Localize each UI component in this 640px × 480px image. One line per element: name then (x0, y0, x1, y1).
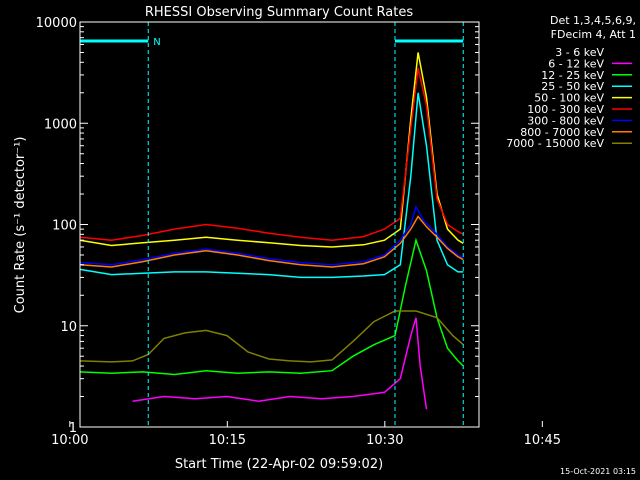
x-tick-label-0: 10:00 (51, 433, 88, 448)
legend-label-1: 6 - 12 keV (548, 57, 604, 70)
legend: Det 1,3,4,5,6,9, FDecim 4, Att 1 3 - 6 k… (506, 14, 636, 150)
legend-header-line-1: Det 1,3,4,5,6,9, (550, 14, 636, 27)
y-tick-label-3: 1000 (44, 117, 77, 132)
x-axis-label: Start Time (22-Apr-02 09:59:02) (175, 457, 383, 472)
x-tick-label-2: 10:30 (366, 433, 403, 448)
series-line-1 (132, 317, 428, 410)
chart-title: RHESSI Observing Summary Count Rates (145, 5, 414, 20)
legend-label-7: 800 - 7000 keV (520, 126, 604, 139)
x-tick-label-3: 10:45 (524, 433, 561, 448)
series-line-5 (79, 68, 464, 241)
footer-timestamp: 15-Oct-2021 03:15 (560, 467, 636, 476)
y-tick-label-1: 10 (60, 320, 77, 335)
plot-frame (79, 21, 480, 428)
legend-header-line-2: FDecim 4, Att 1 (551, 28, 636, 41)
series-line-7 (79, 215, 464, 268)
y-tick-label-0: 1 (69, 421, 77, 436)
legend-label-5: 100 - 300 keV (527, 103, 604, 116)
legend-label-2: 12 - 25 keV (541, 69, 604, 82)
flag-label-0: N (153, 37, 160, 48)
legend-label-8: 7000 - 15000 keV (506, 137, 604, 150)
series-line-3 (79, 92, 464, 279)
x-tick-label-1: 10:15 (209, 433, 246, 448)
plot-series-group (79, 52, 464, 428)
y-axis: 1 10 100 1000 10000 (36, 16, 479, 436)
y-tick-label-4: 10000 (36, 16, 77, 31)
legend-label-3: 25 - 50 keV (541, 80, 604, 93)
series-line-0 (407, 365, 424, 428)
legend-label-6: 300 - 800 keV (527, 114, 604, 127)
series-line-6 (79, 204, 464, 266)
legend-label-4: 50 - 100 keV (534, 92, 604, 105)
y-axis-label: Count Rate (s⁻¹ detector⁻¹) (13, 137, 28, 314)
series-line-8 (79, 310, 464, 363)
legend-label-0: 3 - 6 keV (555, 46, 604, 59)
y-tick-label-2: 100 (52, 219, 77, 234)
